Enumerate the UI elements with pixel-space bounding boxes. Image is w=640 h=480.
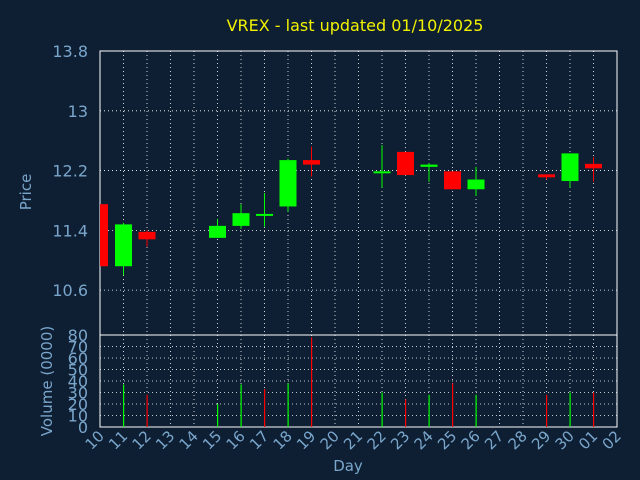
x-tick-label: 28: [505, 427, 531, 453]
price-tick-label: 10.6: [52, 281, 88, 300]
x-tick-label: 21: [340, 427, 366, 453]
candle-body: [561, 153, 579, 182]
x-tick-label: 20: [317, 427, 343, 453]
candle-body: [100, 204, 108, 267]
volume-axis-label: Volume (0000): [38, 326, 56, 436]
volume-bar: [475, 394, 477, 427]
candle-body: [538, 174, 555, 178]
candle-body: [303, 160, 320, 165]
volume-bar: [240, 384, 242, 427]
x-tick-label: 11: [105, 427, 131, 453]
price-panel: 13.8 13 12.2 11.4 10.6: [52, 42, 618, 336]
candle-body: [420, 164, 438, 167]
volume-tick-label: 20: [68, 395, 88, 414]
x-tick-label: 17: [246, 427, 272, 453]
x-tick-label: 30: [552, 427, 578, 453]
price-tick-label: 12.2: [52, 162, 88, 181]
x-tick-label: 23: [387, 427, 413, 453]
candle-body: [115, 224, 132, 267]
volume-tick-label: 50: [68, 361, 88, 380]
volume-bar: [311, 337, 313, 427]
price-tick-label: 13.8: [52, 42, 88, 61]
x-tick-label: 15: [199, 427, 225, 453]
candle-body: [585, 163, 602, 169]
volume-tick-label: 0: [78, 418, 88, 437]
x-tick-label: 19: [293, 427, 319, 453]
volume-bar: [123, 384, 125, 427]
candle-body: [256, 213, 273, 216]
volume-bar: [569, 392, 571, 427]
chart-title: VREX - last updated 01/10/2025: [227, 16, 484, 35]
x-tick-label: 25: [434, 427, 460, 453]
x-tick-label: 29: [528, 427, 554, 453]
x-tick-label: 27: [481, 427, 507, 453]
candle-body: [209, 225, 226, 238]
x-tick-label: 13: [152, 427, 178, 453]
candle-body: [467, 179, 485, 190]
price-tick-label: 13: [68, 102, 88, 121]
volume-bar: [381, 392, 383, 427]
volume-tick-label: 80: [68, 326, 88, 345]
x-tick-label: 12: [129, 427, 155, 453]
x-tick-label: 18: [270, 427, 296, 453]
volume-bar: [146, 394, 148, 427]
volume-bar: [452, 383, 454, 427]
volume-tick-label: 30: [68, 384, 88, 403]
candle-body: [444, 171, 461, 190]
day-axis-label: Day: [333, 457, 363, 475]
price-plot-frame: [99, 50, 618, 336]
candle-body: [373, 171, 391, 174]
price-axis-label: Price: [17, 174, 35, 211]
x-tick-label: 16: [223, 427, 249, 453]
candle-body: [397, 151, 414, 176]
candle-body: [232, 213, 250, 226]
volume-bar: [428, 394, 430, 427]
x-tick-label: 22: [364, 427, 390, 453]
x-tick-label: 26: [458, 427, 484, 453]
volume-bar: [405, 399, 407, 427]
volume-tick-label: 10: [68, 407, 88, 426]
volume-tick-label: 60: [68, 349, 88, 368]
price-tick-label: 11.4: [52, 221, 88, 240]
candle-body: [279, 160, 297, 207]
candle-body: [138, 231, 156, 240]
x-tick-labels: 1011121314151617181920212223242526272829…: [82, 427, 625, 453]
x-tick-label: 01: [575, 427, 601, 453]
volume-tick-label: 70: [68, 338, 88, 357]
volume-plot-frame: [99, 334, 618, 428]
volume-bar: [546, 394, 548, 427]
volume-tick-label: 40: [68, 372, 88, 391]
x-tick-label: 02: [599, 427, 625, 453]
x-tick-label: 14: [176, 427, 202, 453]
volume-bar: [264, 389, 266, 427]
volume-bar: [593, 392, 595, 427]
volume-bar: [287, 383, 289, 427]
x-tick-label: 24: [411, 427, 437, 453]
volume-bar: [217, 404, 219, 427]
